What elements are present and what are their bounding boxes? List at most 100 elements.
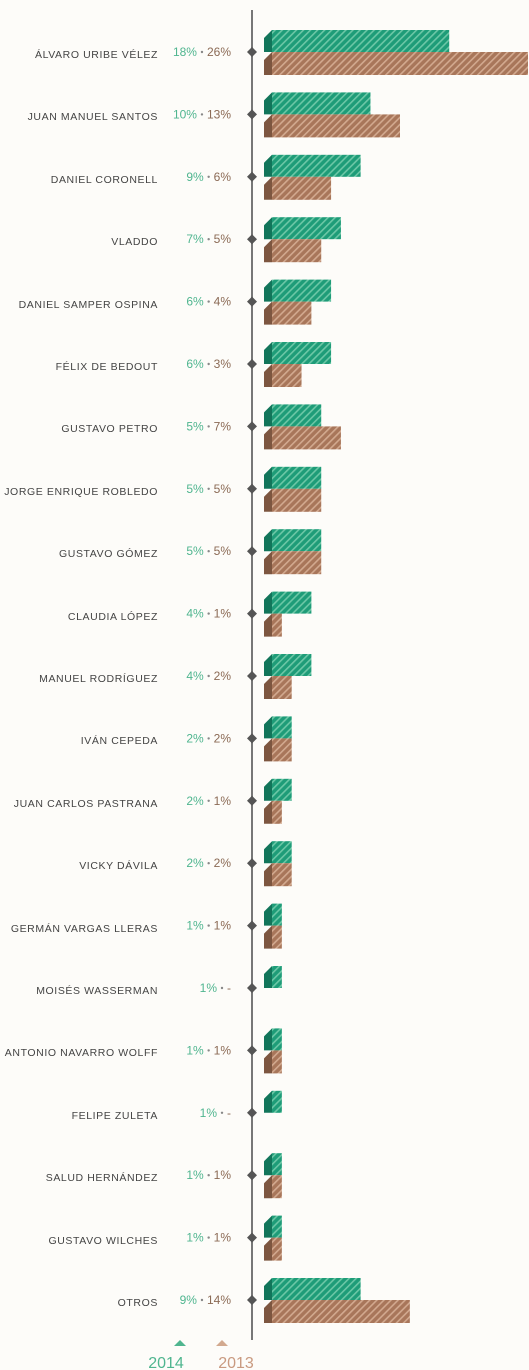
- name-box: VLADDO: [111, 236, 158, 249]
- name-box: FÉLIX DE BEDOUT: [55, 361, 158, 373]
- category-label: VLADDO: [111, 236, 158, 249]
- category-label: FÉLIX DE BEDOUT: [55, 361, 158, 373]
- name-box: GUSTAVO GÓMEZ: [59, 548, 157, 560]
- bar: [272, 426, 341, 450]
- row-marker: [247, 421, 257, 432]
- separator: [200, 50, 204, 54]
- bar: [272, 716, 292, 739]
- value-label: 10%: [173, 107, 197, 121]
- name-box: SALUD HERNÁNDEZ: [45, 1172, 158, 1185]
- bar-side: [264, 1300, 272, 1323]
- value-label: 2%: [186, 794, 204, 808]
- value-label: 1%: [214, 607, 232, 621]
- legend-marker: [216, 1340, 228, 1346]
- name-box: DANIEL CORONELL: [50, 173, 158, 186]
- bar-side: [264, 591, 272, 614]
- separator: [207, 175, 210, 178]
- category-label: DANIEL SAMPER OSPINA: [18, 298, 158, 311]
- value-label: 1%: [186, 1168, 204, 1182]
- category-label: MOISÉS WASSERMAN: [36, 985, 158, 997]
- category-label: FELIPE ZULETA: [71, 1109, 158, 1122]
- bar-side: [264, 716, 272, 739]
- value-label: 1%: [186, 1043, 204, 1057]
- bar-side: [264, 738, 272, 762]
- name-box: FELIPE ZULETA: [71, 1109, 158, 1122]
- value-label: 5%: [186, 419, 204, 433]
- bar-side: [264, 488, 272, 512]
- separator: [207, 238, 210, 241]
- name-box: JUAN CARLOS PASTRANA: [14, 798, 158, 810]
- bar-side: [264, 176, 272, 200]
- category-label: DANIEL CORONELL: [50, 173, 158, 186]
- name-box: DANIEL SAMPER OSPINA: [18, 298, 158, 311]
- bar-side: [264, 613, 272, 637]
- separator: [220, 986, 224, 990]
- bar: [272, 1237, 282, 1261]
- name-box: OTROS: [118, 1297, 158, 1309]
- legend-label: 2013: [218, 1355, 254, 1370]
- bar: [272, 551, 322, 575]
- value-label: 13%: [207, 107, 231, 121]
- separator: [207, 487, 210, 490]
- bar: [272, 738, 292, 762]
- category-label: JORGE ENRIQUE ROBLEDO: [4, 485, 158, 498]
- bar-side: [264, 1153, 272, 1176]
- legend-label: 2014: [148, 1355, 184, 1370]
- category-label: JUAN MANUEL SANTOS: [27, 111, 158, 124]
- separator: [207, 1049, 210, 1052]
- bar-side: [264, 1028, 272, 1051]
- bar: [272, 1175, 282, 1199]
- row-marker: [247, 1232, 257, 1243]
- name-box: VICKY DÁVILA: [79, 860, 157, 872]
- bar-side: [264, 676, 272, 699]
- separator: [207, 362, 210, 366]
- value-label: 3%: [214, 357, 232, 371]
- bar-side: [264, 1175, 272, 1199]
- separator: [207, 862, 210, 865]
- row-marker: [247, 1045, 257, 1056]
- separator: [220, 1111, 224, 1115]
- category-label: CLAUDIA LÓPEZ: [67, 610, 158, 623]
- category-label: GERMÁN VARGAS LLERAS: [10, 922, 158, 935]
- row-marker: [247, 47, 257, 57]
- separator: [207, 550, 210, 553]
- row-marker: [247, 671, 257, 681]
- value-label: 6%: [186, 357, 204, 371]
- value-label: 1%: [186, 919, 204, 933]
- category-label: SALUD HERNÁNDEZ: [45, 1172, 158, 1185]
- name-box: GUSTAVO PETRO: [61, 423, 157, 435]
- value-label: 1%: [200, 981, 218, 995]
- value-label: 4%: [214, 295, 232, 309]
- name-box: JORGE ENRIQUE ROBLEDO: [4, 485, 158, 498]
- value-label: 1%: [214, 1043, 232, 1057]
- value-label: 18%: [173, 45, 197, 59]
- bar-side: [264, 654, 272, 676]
- bar-side: [264, 529, 272, 552]
- category-label: IVÁN CEPEDA: [80, 735, 158, 748]
- value-label: 5%: [186, 482, 204, 496]
- value-label: 2%: [214, 669, 232, 683]
- value-label: 5%: [214, 482, 232, 496]
- bar-side: [264, 1278, 272, 1300]
- value-label: 1%: [214, 794, 232, 808]
- bar-side: [264, 966, 272, 988]
- bar-side: [264, 154, 272, 177]
- value-label: 14%: [207, 1293, 231, 1307]
- bar-side: [264, 364, 272, 387]
- value-label: 5%: [214, 232, 232, 246]
- row-marker: [247, 109, 257, 120]
- separator: [207, 1236, 210, 1239]
- bar: [272, 239, 322, 263]
- bar: [272, 1300, 410, 1323]
- separator: [207, 300, 210, 303]
- value-label: 4%: [186, 607, 204, 621]
- bar-side: [264, 778, 272, 801]
- name-box: MANUEL RODRÍGUEZ: [39, 673, 157, 685]
- bar: [272, 176, 332, 200]
- value-label: 2%: [214, 856, 232, 870]
- bar-side: [264, 800, 272, 824]
- bar: [272, 488, 322, 512]
- row-marker: [247, 608, 257, 619]
- value-label: 5%: [214, 544, 232, 558]
